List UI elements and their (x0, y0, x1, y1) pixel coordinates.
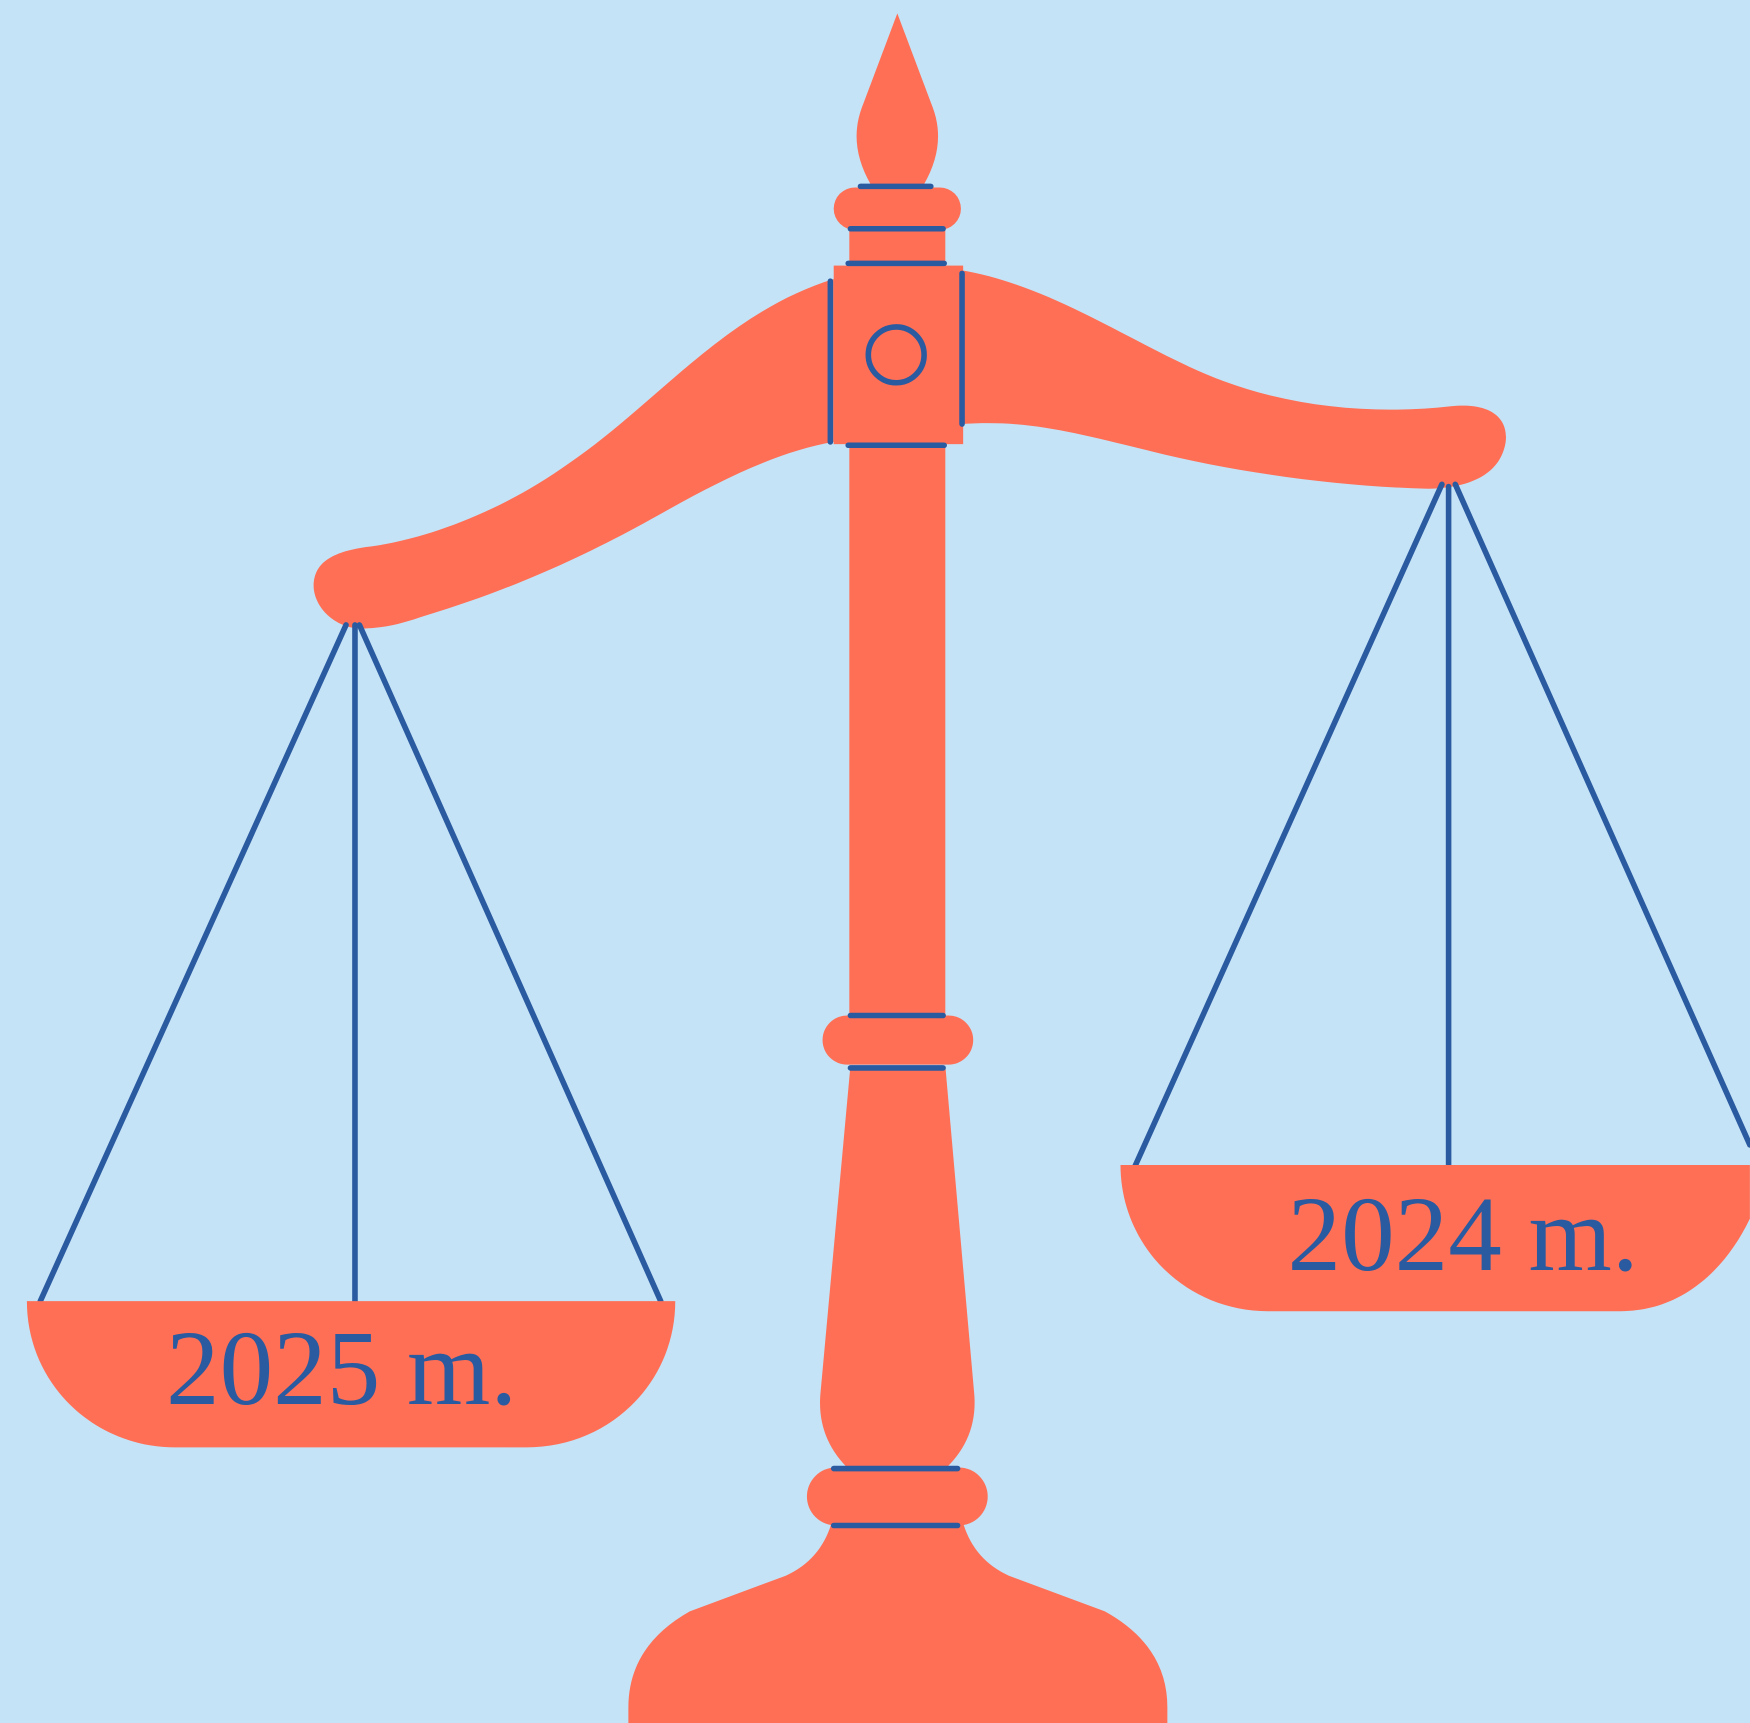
collar (823, 1015, 974, 1064)
pan-label: 2025 m. (166, 1310, 517, 1428)
column (849, 444, 945, 1019)
pan-label: 2024 m. (1288, 1176, 1639, 1294)
scale-illustration: 2025 m. 2024 m. (0, 0, 1750, 1723)
collar (807, 1467, 988, 1525)
page: 2025 m. 2024 m. (() => { const data = JS… (0, 0, 1750, 1723)
hub (834, 266, 963, 445)
